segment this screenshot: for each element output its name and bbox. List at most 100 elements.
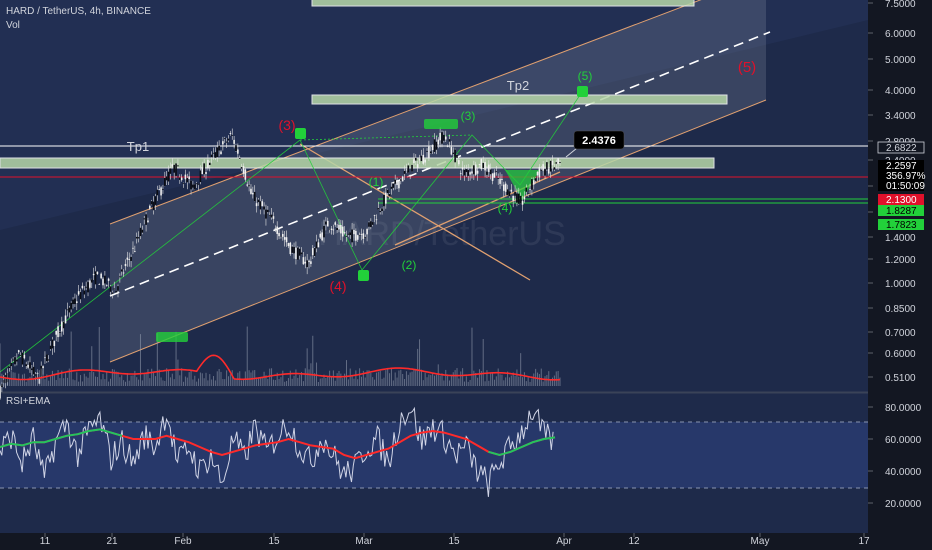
candle-body [46, 354, 48, 362]
candle-body [383, 194, 385, 207]
candle-body [74, 298, 76, 305]
candle-body [317, 242, 320, 248]
candle-body [104, 275, 106, 284]
time-tick-label: 15 [268, 536, 280, 547]
candle-body [293, 246, 295, 254]
rsi-ema-rising [488, 436, 556, 457]
candle-body [319, 233, 322, 238]
candle-body [149, 205, 151, 209]
candle-body [248, 185, 250, 187]
candle-body [192, 184, 194, 188]
candle-body [203, 163, 205, 175]
time-tick-label: 17 [858, 536, 870, 547]
candle-body [396, 179, 398, 186]
candle-body [431, 144, 434, 151]
candle-body [92, 273, 95, 276]
candle-body [160, 187, 162, 196]
candle-body [538, 166, 541, 178]
volume-ema-line [0, 354, 561, 381]
candle-body [89, 280, 91, 288]
price-tick-label: 1.0000 [885, 279, 916, 290]
candle-body [85, 286, 87, 288]
candle-body [55, 330, 57, 335]
time-tick-label: 12 [628, 536, 640, 547]
volume-label: Vol [6, 20, 20, 31]
candle-body [295, 247, 297, 260]
candle-body [482, 162, 485, 168]
candle-body [83, 290, 86, 295]
candle-body [353, 229, 355, 235]
time-tick-label: 15 [448, 536, 460, 547]
candle-body [130, 256, 132, 261]
chart-title: HARD / TetherUS, 4h, BINANCE [6, 6, 151, 17]
candle-body [362, 233, 365, 239]
candle-body [459, 173, 462, 175]
candle-body [244, 169, 247, 180]
candle-body [517, 193, 520, 204]
wave-marker [577, 86, 588, 97]
candle-body [310, 261, 312, 264]
candle-body [488, 164, 490, 172]
candle-body [186, 177, 189, 183]
candle-body [516, 193, 518, 203]
candle-body [351, 229, 353, 243]
price-tick-label: 5.0000 [885, 55, 916, 66]
rsi-tick-label: 60.0000 [885, 435, 922, 446]
candlesticks [0, 127, 561, 400]
candle-body [555, 162, 558, 164]
candle-body [392, 183, 395, 188]
price-label-box [878, 205, 924, 216]
candle-body [503, 184, 505, 191]
candle-body [231, 134, 234, 136]
candle-body [529, 189, 531, 190]
candle-body [441, 132, 443, 144]
time-tick-label: May [751, 536, 770, 547]
candle-body [61, 321, 63, 332]
candle-body [371, 222, 374, 225]
candle-body [321, 232, 323, 241]
candle-body [177, 165, 179, 167]
candle-body [308, 260, 310, 263]
candle-body [521, 200, 524, 205]
candle-body [162, 189, 164, 190]
candle-body [467, 170, 470, 176]
candle-body [167, 171, 170, 182]
candle-body [31, 368, 33, 371]
candle-body [79, 292, 82, 300]
candle-body [17, 350, 20, 353]
time-tick-label: Mar [355, 536, 373, 547]
candle-body [178, 177, 181, 180]
candle-body [296, 247, 299, 260]
candle-body [465, 169, 468, 173]
candle-body [190, 180, 192, 190]
candle-body [476, 170, 479, 174]
candle-body [64, 315, 67, 324]
candle-body [90, 279, 93, 283]
candle-body [373, 214, 376, 216]
candle-body [156, 189, 159, 196]
price-label-box [878, 219, 924, 230]
candle-body [72, 299, 74, 305]
candle-body [252, 192, 254, 195]
candle-body [313, 248, 316, 256]
candle-body [400, 179, 402, 181]
wave-annotation: (4) [329, 278, 346, 294]
candle-body [184, 174, 187, 180]
candle-body [418, 159, 421, 161]
price-label-box [878, 180, 924, 191]
candle-body [62, 321, 65, 329]
candle-body [531, 179, 533, 190]
price-tick-label: 0.6000 [885, 349, 916, 360]
candle-body [154, 196, 157, 205]
price-label-text: 2.1300 [886, 195, 917, 206]
candle-body [311, 248, 314, 256]
price-tick-label: 0.7000 [885, 328, 916, 339]
candle-body [426, 150, 428, 152]
candle-body [119, 276, 121, 278]
candle-body [338, 224, 340, 230]
candle-body [49, 345, 52, 350]
price-label-box [878, 194, 924, 205]
candle-body [150, 201, 153, 205]
candle-body [315, 241, 318, 249]
